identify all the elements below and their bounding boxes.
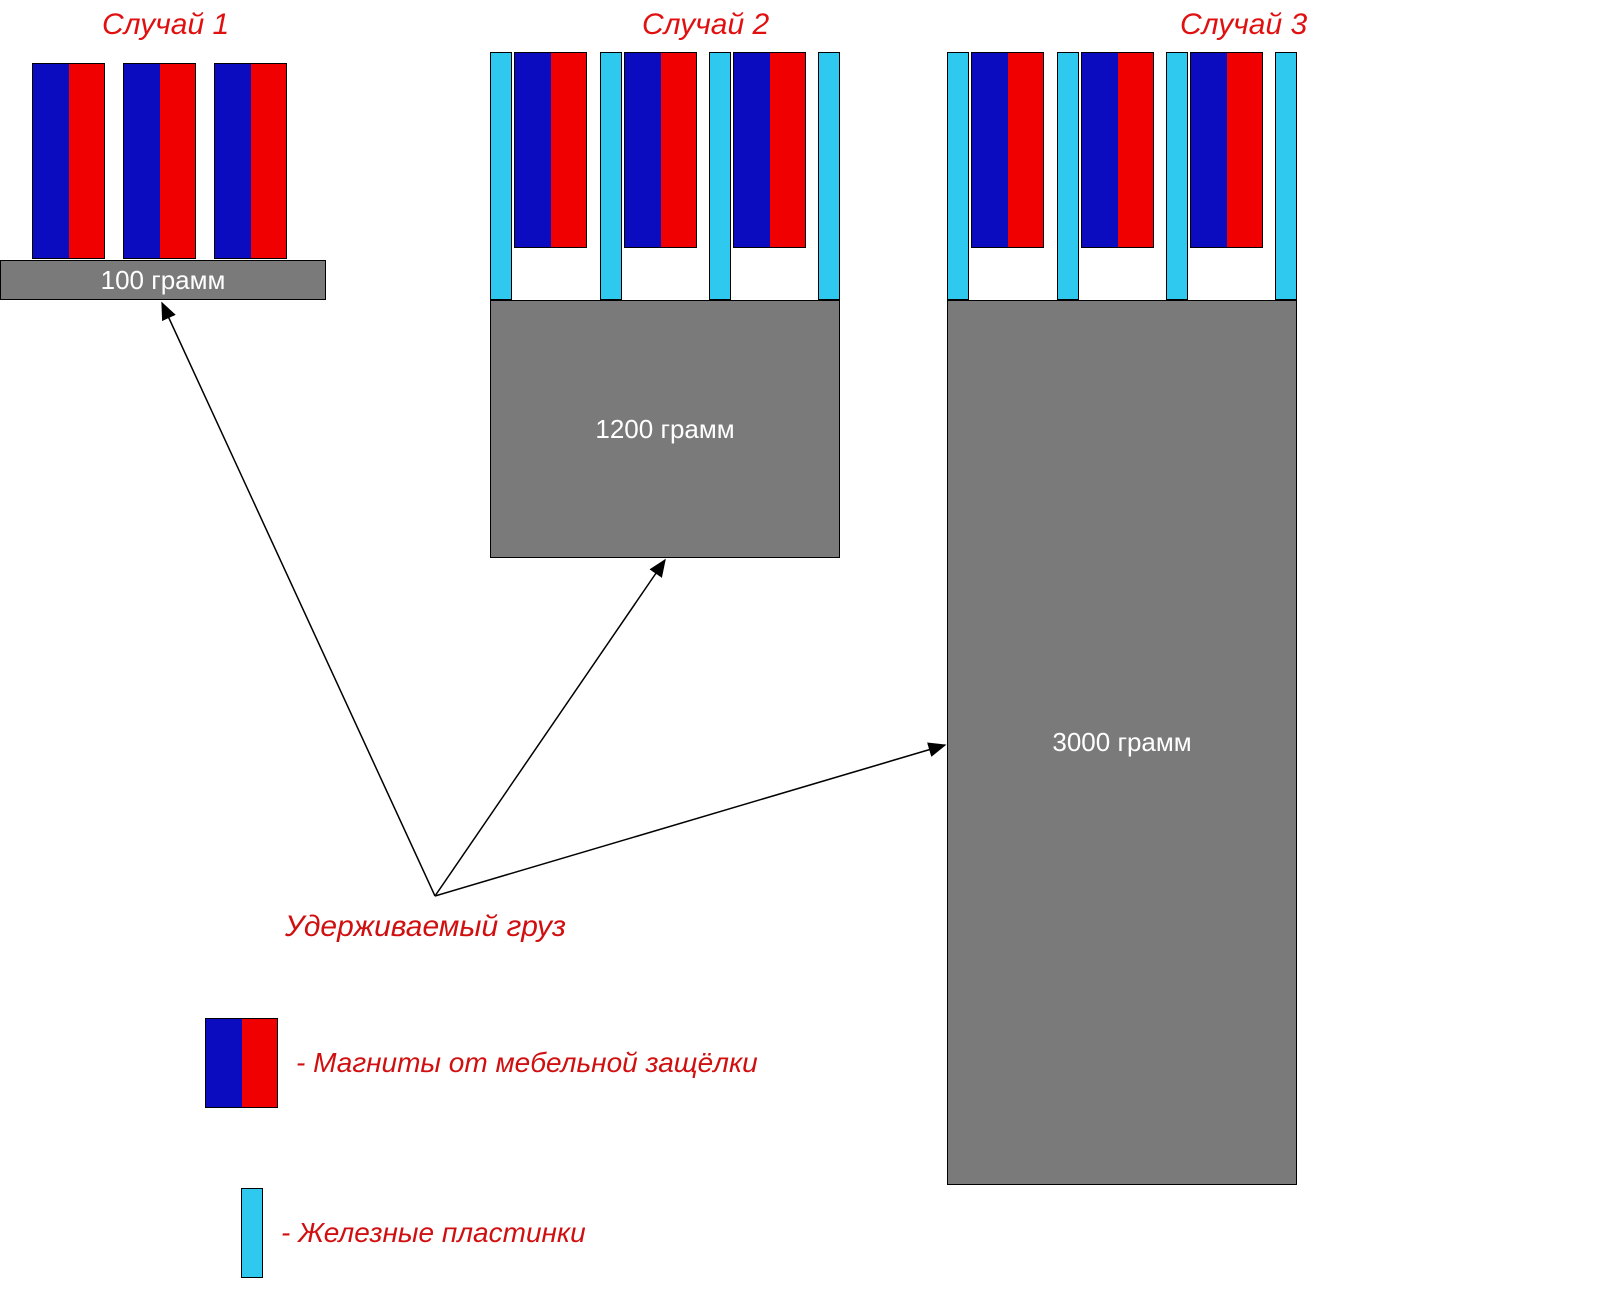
legend-iron: - Железные пластинки — [241, 1188, 586, 1278]
legend-iron-text: - Железные пластинки — [281, 1217, 586, 1249]
case-3-load: 3000 грамм — [947, 300, 1297, 1185]
case-2-title: Случай 2 — [642, 8, 769, 42]
load-annotation: Удерживаемый груз — [285, 910, 566, 944]
case-2-load: 1200 грамм — [490, 300, 840, 558]
legend-magnet-text: - Магниты от мебельной защёлки — [296, 1047, 758, 1079]
case-2-load-label: 1200 грамм — [595, 414, 734, 445]
case-3-title: Случай 3 — [1180, 8, 1307, 42]
legend-magnet: - Магниты от мебельной защёлки — [205, 1018, 758, 1108]
case-1-load: 100 грамм — [0, 260, 326, 300]
case-1-load-label: 100 грамм — [101, 265, 226, 296]
legend-magnet-icon — [205, 1018, 278, 1108]
case-3-load-label: 3000 грамм — [1052, 727, 1191, 758]
case-1-magnets — [32, 63, 287, 259]
case-1-title: Случай 1 — [102, 8, 229, 42]
legend-iron-icon — [241, 1188, 263, 1278]
